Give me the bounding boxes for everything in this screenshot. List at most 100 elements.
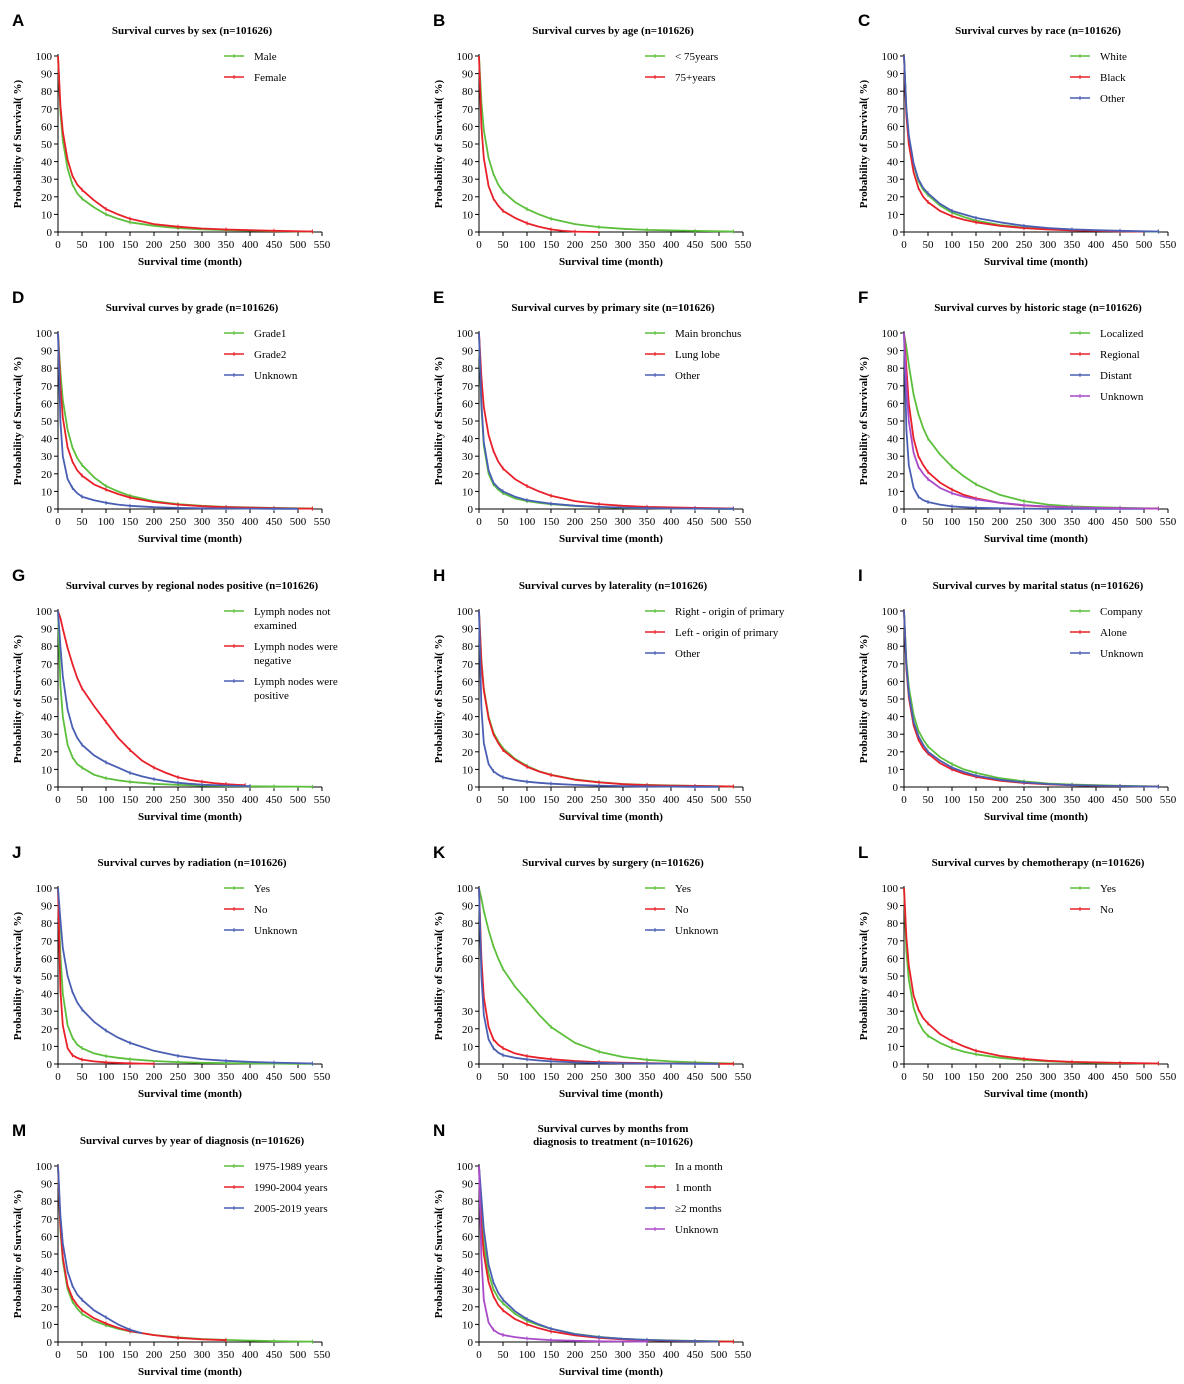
y-tick-label: 100 [36, 1161, 53, 1173]
x-tick-label: 200 [567, 239, 584, 251]
y-tick-label: 10 [41, 764, 53, 776]
x-tick-label: 0 [476, 1349, 482, 1361]
legend-label: Unknown [1100, 648, 1144, 660]
y-tick-label: 60 [462, 676, 474, 688]
x-tick-label: 500 [711, 1349, 728, 1361]
y-tick-label: 100 [36, 606, 53, 618]
legend-label: 1 month [675, 1182, 712, 1194]
x-tick-label: 400 [663, 516, 680, 528]
legend-label: In a month [675, 1161, 723, 1173]
series-line-lymph-nodes-were-positive [57, 610, 251, 787]
x-tick-label: 550 [1160, 1071, 1177, 1083]
y-tick-label: 100 [457, 328, 474, 340]
chart-title: Survival curves by months from [538, 1123, 689, 1135]
legend-label: Unknown [675, 925, 719, 937]
y-tick-label: 50 [462, 1249, 474, 1261]
x-tick-label: 300 [615, 794, 632, 806]
y-tick-label: 20 [41, 1302, 53, 1314]
legend-label: 2005-2019 years [254, 1203, 328, 1215]
series-line-yes [57, 887, 313, 1065]
y-tick-label: 90 [887, 346, 899, 358]
legend-item-black: Black [1070, 72, 1126, 84]
legend-label: Grade2 [254, 349, 286, 361]
x-tick-label: 250 [591, 516, 608, 528]
panel-letter: H [433, 566, 445, 585]
legend-item-grade1: Grade1 [224, 328, 286, 340]
legend-label: Other [675, 370, 700, 382]
x-tick-label: 150 [543, 1071, 560, 1083]
chart-panel-h: H Survival curves by laterality (n=101626… [433, 566, 785, 823]
x-tick-label: 500 [290, 516, 307, 528]
y-tick-label: 0 [893, 1059, 899, 1071]
y-tick-label: 70 [462, 659, 474, 671]
y-tick-label: 10 [41, 1319, 53, 1331]
legend-item-other: Other [645, 370, 700, 382]
y-tick-label: 0 [47, 782, 53, 794]
x-tick-label: 300 [1040, 794, 1057, 806]
y-tick-label: 90 [462, 346, 474, 358]
chart-panel-n: N Survival curves by months fromdiagnosis… [433, 1121, 752, 1378]
y-tick-label: 70 [887, 659, 899, 671]
legend-label: Lymph nodes were [254, 676, 338, 688]
x-tick-label: 0 [901, 794, 907, 806]
legend-item-yes: Yes [224, 883, 270, 895]
y-tick-label: 0 [47, 1337, 53, 1349]
y-tick-label: 20 [462, 469, 474, 481]
y-tick-label: 60 [41, 398, 53, 410]
y-axis-label: Probability of Survival( %) [858, 911, 870, 1040]
y-tick-label: 60 [41, 1231, 53, 1243]
x-tick-label: 450 [266, 516, 283, 528]
y-tick-label: 20 [462, 747, 474, 759]
y-tick-label: 70 [462, 936, 474, 948]
x-tick-label: 250 [591, 794, 608, 806]
legend-item-lymph-nodes-were-negative: Lymph nodes were negative [224, 641, 338, 667]
legend-item-unknown: Unknown [645, 1224, 719, 1236]
legend-item-no: No [645, 904, 689, 916]
y-tick-label: 80 [887, 363, 899, 375]
y-tick-label: 50 [887, 139, 899, 151]
y-tick-label: 40 [887, 989, 899, 1001]
x-axis-label: Survival time (month) [138, 1366, 242, 1378]
y-tick-label: 10 [462, 764, 474, 776]
x-axis-label: Survival time (month) [559, 1366, 663, 1378]
x-tick-label: 300 [1040, 1071, 1057, 1083]
legend-label: negative [254, 655, 291, 667]
y-tick-label: 90 [887, 624, 899, 636]
y-tick-label: 30 [41, 1006, 53, 1018]
x-tick-label: 100 [944, 239, 961, 251]
y-axis-label: Probability of Survival( %) [858, 356, 870, 485]
legend-label: ≥2 months [675, 1203, 722, 1215]
y-tick-label: 60 [41, 676, 53, 688]
x-tick-label: 400 [1088, 239, 1105, 251]
legend-label: Distant [1100, 370, 1132, 382]
y-tick-label: 20 [41, 469, 53, 481]
y-tick-label: 30 [462, 174, 474, 186]
y-tick-label: 30 [887, 729, 899, 741]
x-tick-label: 0 [476, 239, 482, 251]
y-tick-label: 40 [41, 157, 53, 169]
x-tick-label: 350 [218, 1349, 235, 1361]
legend-item-in-a-month: In a month [645, 1161, 723, 1173]
y-axis-label: Probability of Survival( %) [433, 1189, 445, 1318]
x-tick-label: 300 [194, 1349, 211, 1361]
x-axis-label: Survival time (month) [984, 1088, 1088, 1100]
x-tick-label: 350 [639, 1071, 656, 1083]
x-tick-label: 550 [314, 1071, 331, 1083]
x-tick-label: 200 [567, 516, 584, 528]
x-tick-label: 250 [170, 516, 187, 528]
legend-item-distant: Distant [1070, 370, 1132, 382]
y-tick-label: 100 [882, 328, 899, 340]
series-line-unknown [57, 332, 298, 510]
x-tick-label: 400 [1088, 516, 1105, 528]
chart-panel-c: C Survival curves by race (n=101626) 0 10 20… [858, 11, 1177, 268]
x-tick-label: 100 [944, 794, 961, 806]
y-tick-label: 90 [41, 69, 53, 81]
x-tick-label: 150 [543, 794, 560, 806]
chart-panel-g: G Survival curves by regional nodes posit… [12, 566, 338, 823]
y-tick-label: 100 [882, 51, 899, 63]
x-tick-label: 50 [77, 794, 89, 806]
legend-item-unknown: Unknown [645, 925, 719, 937]
legend-label: Yes [675, 883, 691, 895]
x-tick-label: 300 [615, 1071, 632, 1083]
